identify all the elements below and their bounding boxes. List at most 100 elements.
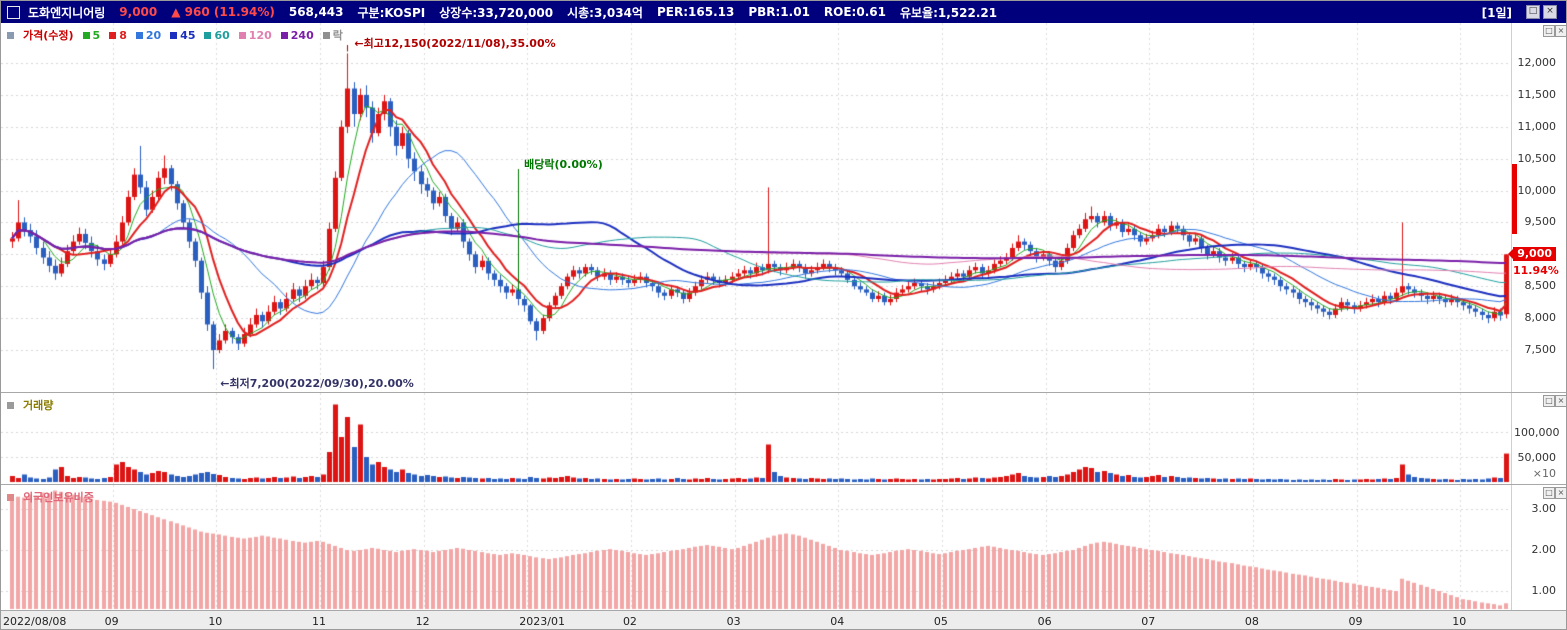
legend-color-chip-icon xyxy=(170,31,178,39)
field-per: PER:165.13 xyxy=(656,5,735,19)
panel-close-icon[interactable]: × xyxy=(1555,395,1566,407)
field-market: 구분:KOSPI xyxy=(357,5,426,20)
legend-color-chip-icon xyxy=(280,31,288,39)
date-axis-label: 06 xyxy=(1037,615,1052,628)
price-chart-canvas[interactable] xyxy=(1,23,1511,392)
ma-legend-item-20[interactable]: 20 xyxy=(135,28,162,42)
legend-item-label: 45 xyxy=(180,28,196,42)
field-roe: ROE:0.61 xyxy=(823,5,886,19)
panel-restore-icon[interactable]: □ xyxy=(1543,25,1555,37)
ex-dividend-annotation: 배당락(0.00%) xyxy=(524,158,603,171)
legend-item-label: 8 xyxy=(119,28,127,42)
price-axis-label: 9,500 xyxy=(1524,215,1557,229)
legend-color-chip-icon xyxy=(322,31,330,39)
legend-color-chip-icon xyxy=(238,31,246,39)
date-axis-label: 08 xyxy=(1244,615,1259,628)
current-price-value: 9,000 xyxy=(119,5,158,19)
title-bar: 도화엔지니어링 9,000 ▲ 960 (11.94%) 568,443 구분:… xyxy=(1,1,1566,23)
current-change-percent: 11.94% xyxy=(1513,264,1559,277)
price-change: ▲ 960 (11.94%) xyxy=(171,5,275,19)
volume-axis-label: 50,000 xyxy=(1517,451,1557,464)
volume-axis-label: 100,000 xyxy=(1514,426,1560,439)
foreign-legend: 외국인보유비중 xyxy=(7,489,94,505)
legend-item-label: 5 xyxy=(92,28,101,42)
stock-name: 도화엔지니어링 xyxy=(28,5,106,20)
axis-divider xyxy=(1511,485,1512,610)
price-axis-label: 12,000 xyxy=(1517,56,1557,69)
axis-range-indicator xyxy=(1512,164,1517,234)
high-annotation: ←최고12,150(2022/11/08),35.00% xyxy=(354,37,556,50)
date-axis-label: 2023/01 xyxy=(519,615,565,628)
checkbox-icon[interactable] xyxy=(7,5,20,19)
field-market-cap: 시총:3,034억 xyxy=(567,5,643,20)
price-legend-title: 가격(수정) xyxy=(23,29,74,42)
volume-legend-chip-icon xyxy=(7,401,14,409)
panel-restore-icon[interactable]: □ xyxy=(1543,395,1555,407)
foreign-panel-title: 외국인보유비중 xyxy=(23,491,94,504)
date-axis-label: 02 xyxy=(622,615,637,628)
field-pbr: PBR:1.01 xyxy=(748,5,810,19)
legend-item-label: 20 xyxy=(145,28,162,42)
date-axis: 2022/08/08 09 10 11 12 2023/01 02 03 04 05 06 07 08 0… xyxy=(1,610,1566,629)
price-legend: 가격(수정) 5 8 20 45 60 120 240 락 xyxy=(7,27,343,43)
legend-item-label: 120 xyxy=(248,28,272,42)
price-legend-chip-icon xyxy=(7,31,14,39)
legend-color-chip-icon xyxy=(82,31,90,39)
price-panel: 가격(수정) 5 8 20 45 60 120 240 락 □ × 9,000 11.94% … xyxy=(1,23,1566,392)
date-axis-label: 10 xyxy=(208,615,223,628)
date-axis-label: 03 xyxy=(726,615,741,628)
panel-restore-icon[interactable]: □ xyxy=(1543,487,1555,499)
legend-item-label: 60 xyxy=(214,28,230,42)
date-axis-label: 10 xyxy=(1452,615,1467,628)
price-axis-label: 10,000 xyxy=(1517,183,1557,197)
ma-legend-item-락[interactable]: 락 xyxy=(322,27,343,43)
date-axis-label: 05 xyxy=(933,615,948,628)
close-icon[interactable]: × xyxy=(1543,5,1557,19)
legend-color-chip-icon xyxy=(204,31,212,39)
panel-close-icon[interactable]: × xyxy=(1555,487,1566,499)
price-axis-label: 8,000 xyxy=(1524,311,1557,325)
volume-panel: 거래량 □ × 100,000 50,000 ×10 xyxy=(1,392,1566,484)
ma-legend-item-8[interactable]: 8 xyxy=(109,29,127,42)
volume-chart-canvas[interactable] xyxy=(1,393,1511,484)
axis-divider xyxy=(1511,23,1512,392)
date-axis-label: 07 xyxy=(1141,615,1156,628)
ma-legend-item-240[interactable]: 240 xyxy=(280,28,314,42)
foreign-chart-canvas[interactable] xyxy=(1,485,1511,610)
legend-item-label: 락 xyxy=(332,29,343,42)
ma-legend-item-5[interactable]: 5 xyxy=(82,28,101,42)
ma-legend-item-120[interactable]: 120 xyxy=(238,28,272,42)
price-axis-label: 7,500 xyxy=(1524,343,1557,356)
price-axis-label: 8,500 xyxy=(1524,279,1557,293)
period-label: [1일] xyxy=(1481,5,1512,20)
low-annotation: ←최저7,200(2022/09/30),20.00% xyxy=(220,377,414,391)
legend-item-label: 240 xyxy=(290,28,314,42)
date-axis-label: 12 xyxy=(415,615,430,628)
volume-legend: 거래량 xyxy=(7,397,53,413)
date-axis-label: 11 xyxy=(311,615,326,628)
price-axis-label: 11,500 xyxy=(1517,87,1557,101)
volume-unit-label: ×10 xyxy=(1532,467,1556,480)
ma-legend-item-60[interactable]: 60 xyxy=(204,28,230,42)
axis-divider xyxy=(1511,393,1512,484)
date-axis-label: 09 xyxy=(104,615,119,628)
restore-icon[interactable]: □ xyxy=(1526,5,1540,19)
volume-panel-title: 거래량 xyxy=(23,399,54,412)
foreign-axis-label: 2.00 xyxy=(1531,543,1557,556)
legend-color-chip-icon xyxy=(135,31,143,39)
foreign-ownership-panel: 외국인보유비중 □ × 3.00 2.00 1.00 xyxy=(1,484,1566,610)
foreign-legend-chip-icon xyxy=(7,493,14,501)
panel-close-icon[interactable]: × xyxy=(1555,25,1566,37)
date-axis-label: 04 xyxy=(830,615,845,628)
field-listed-shares: 상장수:33,720,000 xyxy=(439,5,554,20)
price-axis-label: 10,500 xyxy=(1517,151,1557,165)
field-reserve-ratio: 유보율:1,522.21 xyxy=(899,5,998,20)
current-price-badge: 9,000 xyxy=(1508,247,1556,261)
date-axis-label: 09 xyxy=(1348,615,1363,628)
price-axis-label: 11,000 xyxy=(1517,119,1557,133)
ma-legend-item-45[interactable]: 45 xyxy=(170,29,195,42)
foreign-axis-label: 3.00 xyxy=(1531,502,1557,515)
legend-color-chip-icon xyxy=(109,31,117,39)
trade-volume: 568,443 xyxy=(288,5,344,19)
